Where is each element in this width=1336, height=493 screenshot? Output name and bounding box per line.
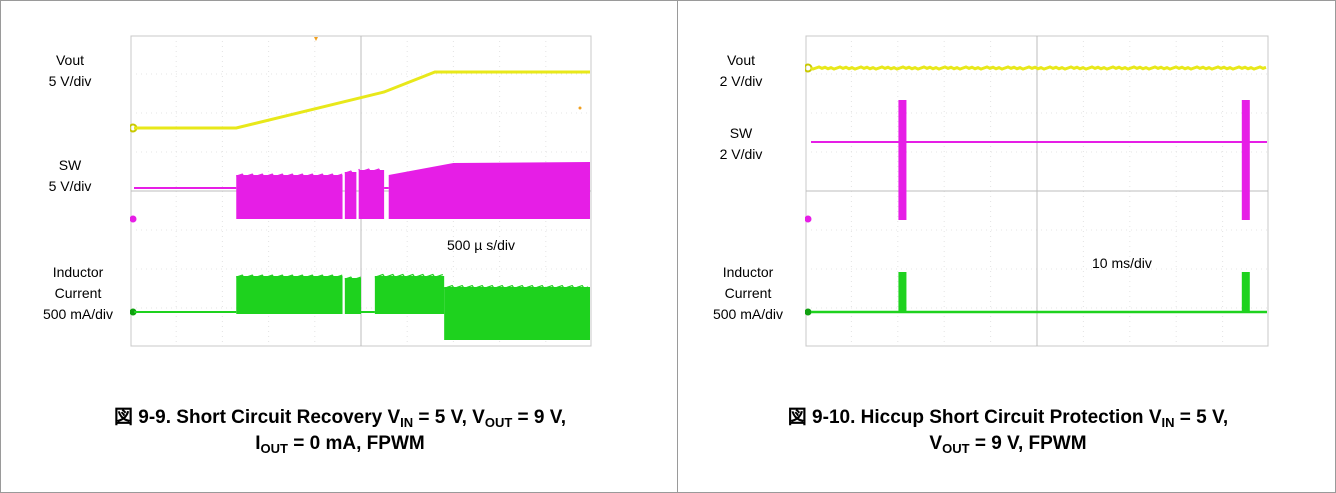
figure-9-10-panel: Vout 2 V/div SW 2 V/div Inductor Current… xyxy=(678,0,1336,493)
il-switching-band-2 xyxy=(344,278,361,314)
sw-hiccup-pulse-1 xyxy=(898,100,907,220)
caption-sub-vout: OUT xyxy=(942,441,970,456)
il-scale: 500 mA/div xyxy=(712,306,784,322)
caption-text-3: = 9 V, xyxy=(512,407,566,428)
vout-scale: 5 V/div xyxy=(48,73,92,89)
caption-text-2: = 5 V, V xyxy=(413,407,485,428)
sw-switching-band-2-edge xyxy=(344,170,356,175)
sw-name: SW xyxy=(58,157,82,173)
scope-trace-plot xyxy=(805,35,1269,347)
il-hiccup-pulse-1 xyxy=(898,272,907,312)
sw-switching-band-2 xyxy=(344,172,357,219)
il-switching-band-4 xyxy=(444,287,590,340)
figure-caption: 図 9-10. Hiccup Short Circuit Protection … xyxy=(688,405,1328,457)
sw-hiccup-pulse-2 xyxy=(1241,100,1250,220)
trigger-marker xyxy=(314,37,318,41)
il-label: Inductor Current 500 mA/div xyxy=(698,262,798,325)
il-switching-band-2-edge xyxy=(344,276,362,281)
caption-text-5: = 0 mA, FPWM xyxy=(288,433,425,454)
il-switching-band-1-edge xyxy=(236,274,343,279)
caption-text-5: = 9 V, FPWM xyxy=(969,433,1087,454)
il-name-1: Inductor xyxy=(52,264,104,280)
caption-sub-iout: OUT xyxy=(260,441,288,456)
caption-text-1: 図 9-9. Short Circuit Recovery V xyxy=(114,407,401,428)
vout-scale: 2 V/div xyxy=(719,73,763,89)
il-label: Inductor Current 500 mA/div xyxy=(28,262,128,325)
sw-label: SW 2 V/div xyxy=(711,123,771,165)
timebase-label: 10 ms/div xyxy=(1092,255,1152,271)
sw-switching-band-4 xyxy=(388,162,590,219)
sw-ground-marker xyxy=(805,215,812,223)
vout-level-marker xyxy=(578,106,582,110)
sw-switching-band-3-edge xyxy=(358,168,383,173)
caption-text-2: = 5 V, xyxy=(1174,407,1229,428)
il-switching-band-3-edge xyxy=(374,273,444,279)
caption-text-4: V xyxy=(929,433,943,454)
sw-switching-band-1 xyxy=(236,175,343,219)
vout-trace xyxy=(134,70,590,130)
caption-text-1: 図 9-10. Hiccup Short Circuit Protection … xyxy=(787,407,1162,428)
vout-label: Vout 5 V/div xyxy=(40,50,100,92)
caption-text-4: I xyxy=(255,433,261,454)
il-scale: 500 mA/div xyxy=(42,306,114,322)
figure-caption: 図 9-9. Short Circuit Recovery VIN = 5 V,… xyxy=(15,405,665,457)
vout-trace xyxy=(810,65,1267,71)
vout-name: Vout xyxy=(55,52,85,68)
vout-label: Vout 2 V/div xyxy=(711,50,771,92)
il-switching-band-4-edge xyxy=(443,284,589,290)
vout-name: Vout xyxy=(726,52,756,68)
sw-switching-band-3 xyxy=(358,170,385,219)
timebase-label: 500 µ s/div xyxy=(447,237,515,253)
sw-switching-band-1-edge xyxy=(236,173,343,178)
il-switching-band-3 xyxy=(374,276,445,314)
sw-scale: 5 V/div xyxy=(48,178,92,194)
scope-trace-plot xyxy=(130,35,592,347)
caption-sub-in: IN xyxy=(400,415,414,430)
il-hiccup-pulse-2 xyxy=(1241,272,1250,312)
sw-scale: 2 V/div xyxy=(719,146,763,162)
il-level-marker xyxy=(1246,289,1250,293)
caption-sub-in: IN xyxy=(1161,415,1175,430)
il-name-2: Current xyxy=(54,285,102,301)
sw-ground-marker xyxy=(130,215,137,223)
sw-label: SW 5 V/div xyxy=(40,155,100,197)
il-ground-marker xyxy=(130,308,137,316)
il-name-1: Inductor xyxy=(722,264,774,280)
figure-divider xyxy=(677,0,678,493)
il-name-2: Current xyxy=(724,285,772,301)
figure-9-9-panel: Vout 5 V/div SW 5 V/div Inductor Current… xyxy=(15,35,665,457)
sw-name: SW xyxy=(729,125,753,141)
caption-sub-out: OUT xyxy=(484,415,513,430)
il-ground-marker xyxy=(805,308,812,316)
il-switching-band-1 xyxy=(236,276,343,314)
